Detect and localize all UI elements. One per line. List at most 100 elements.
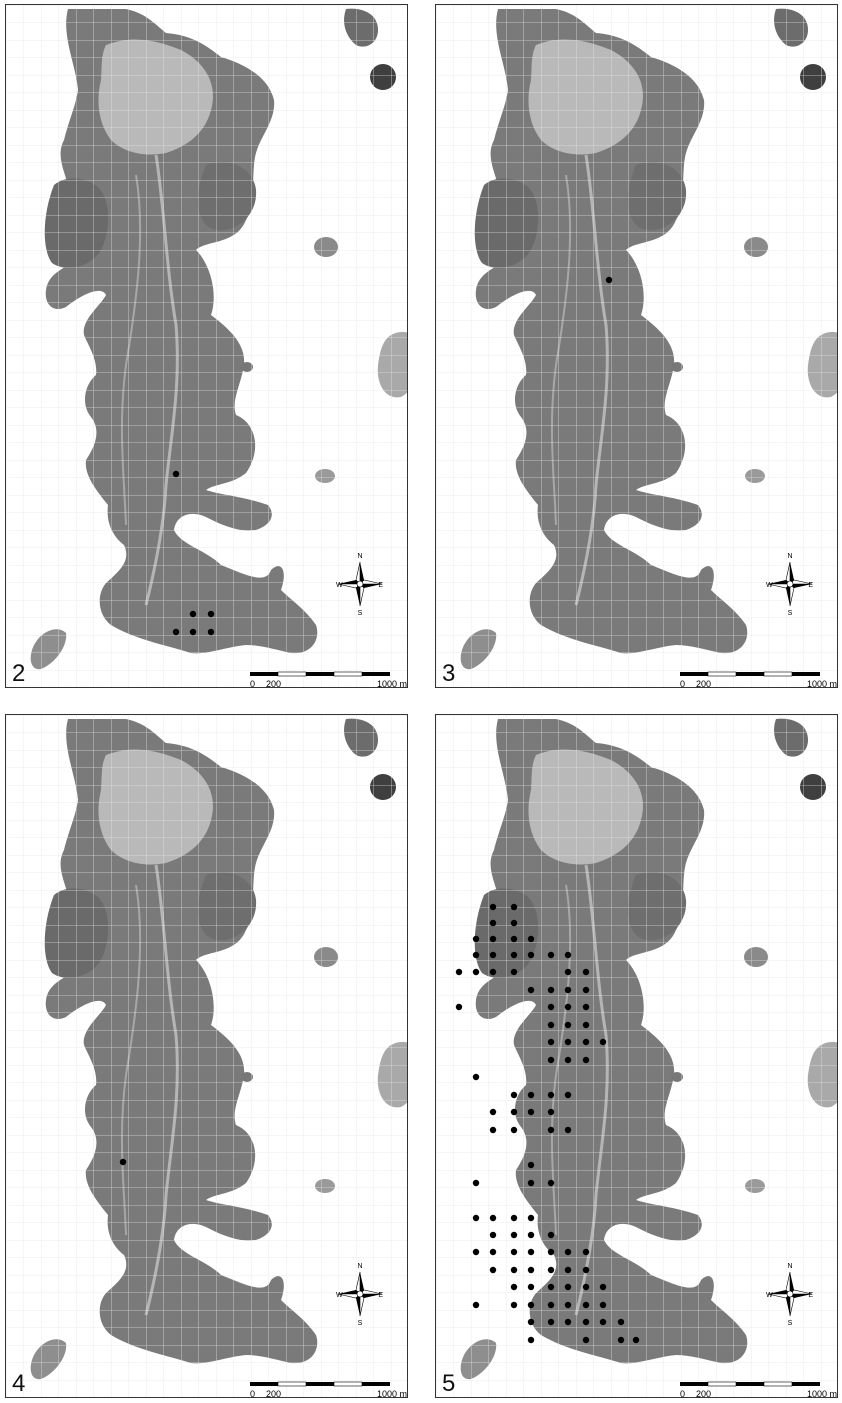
site-dot <box>472 935 480 943</box>
site-dot <box>510 1108 518 1116</box>
site-dot <box>472 1179 480 1187</box>
scale-tick-200: 200 <box>266 1389 281 1398</box>
site-dot <box>510 1091 518 1099</box>
site-dot <box>564 1283 572 1291</box>
site-dot <box>547 1021 555 1029</box>
site-dot <box>547 1126 555 1134</box>
compass-e-label: E <box>378 582 383 589</box>
scale-tick-200: 200 <box>696 1389 711 1398</box>
site-dot <box>119 1158 127 1166</box>
site-dot <box>564 1318 572 1326</box>
site-dot <box>510 1126 518 1134</box>
site-dot <box>617 1318 625 1326</box>
site-dots-layer <box>119 1158 127 1166</box>
site-dot <box>599 1038 607 1046</box>
site-dot <box>207 628 215 636</box>
site-dot <box>564 1038 572 1046</box>
site-dot <box>510 1214 518 1222</box>
scale-tick-0: 0 <box>250 679 255 688</box>
scale-tick-1000: 1000 m <box>807 679 837 688</box>
site-dot <box>489 919 497 927</box>
compass-rose-icon: N S E W <box>766 1263 813 1326</box>
site-dot <box>172 628 180 636</box>
site-dot <box>547 986 555 994</box>
site-dot <box>510 1301 518 1309</box>
site-dot <box>510 903 518 911</box>
compass-s-label: S <box>788 610 793 616</box>
site-dot <box>489 935 497 943</box>
site-dot <box>527 986 535 994</box>
site-dot <box>582 1301 590 1309</box>
site-dot <box>472 1301 480 1309</box>
scale-tick-200: 200 <box>696 679 711 688</box>
panel-number: 4 <box>12 1370 26 1397</box>
scale-tick-0: 0 <box>680 1389 685 1398</box>
site-dot <box>510 1231 518 1239</box>
site-dot <box>547 1248 555 1256</box>
site-dot <box>172 470 180 478</box>
site-dot <box>547 1179 555 1187</box>
compass-n-label: N <box>357 553 362 560</box>
site-dot <box>547 1318 555 1326</box>
site-dot <box>547 1301 555 1309</box>
compass-e-label: E <box>808 582 813 589</box>
scale-bar: 0 200 1000 m <box>250 1381 407 1398</box>
site-dot <box>510 919 518 927</box>
site-dot <box>489 1126 497 1134</box>
site-dot <box>527 1108 535 1116</box>
site-dots-layer <box>455 903 640 1344</box>
site-dot <box>489 1214 497 1222</box>
site-dot <box>564 1003 572 1011</box>
site-dot <box>510 1283 518 1291</box>
site-dot <box>472 1214 480 1222</box>
site-dot <box>564 1091 572 1099</box>
site-dot <box>527 1231 535 1239</box>
site-dot <box>582 1248 590 1256</box>
scale-bar: 0 200 1000 m <box>680 671 837 688</box>
site-dot <box>564 1248 572 1256</box>
panel-number: 2 <box>12 660 26 687</box>
compass-w-label: W <box>336 1292 343 1299</box>
compass-e-label: E <box>378 1292 383 1299</box>
site-dot <box>599 1301 607 1309</box>
site-dot <box>599 1283 607 1291</box>
site-dot <box>527 1318 535 1326</box>
compass-w-label: W <box>766 1292 773 1299</box>
site-dot <box>582 968 590 976</box>
compass-n-label: N <box>787 553 792 560</box>
site-dot <box>527 935 535 943</box>
site-dot <box>605 276 613 284</box>
site-dot <box>527 1091 535 1099</box>
site-dot <box>510 951 518 959</box>
site-dot <box>207 610 215 618</box>
panel-number: 3 <box>442 660 456 687</box>
scale-bar: 0 200 1000 m <box>680 1381 837 1398</box>
site-dot <box>472 1073 480 1081</box>
site-dot <box>582 1056 590 1064</box>
site-dot <box>489 1108 497 1116</box>
site-dot <box>547 1091 555 1099</box>
site-dot <box>527 1248 535 1256</box>
site-dot <box>510 968 518 976</box>
aerial-map <box>436 5 837 687</box>
scale-tick-200: 200 <box>266 679 281 688</box>
compass-s-label: S <box>358 610 363 616</box>
site-dot <box>547 1283 555 1291</box>
scale-bar: 0 200 1000 m <box>250 671 407 688</box>
site-dot <box>599 1318 607 1326</box>
compass-w-label: W <box>336 582 343 589</box>
site-dot <box>582 1038 590 1046</box>
site-dot <box>189 628 197 636</box>
site-dot <box>527 1179 535 1187</box>
site-dots-layer <box>172 470 215 636</box>
map-panel-2: 2 N S E W 0 200 1000 m <box>5 4 408 688</box>
site-dot <box>489 1248 497 1256</box>
site-dot <box>510 1266 518 1274</box>
site-dot <box>564 986 572 994</box>
site-dot <box>489 951 497 959</box>
compass-rose-icon: N S E W <box>766 553 813 616</box>
site-dot <box>632 1336 640 1344</box>
site-dot <box>489 903 497 911</box>
site-dot <box>527 1283 535 1291</box>
site-dot <box>527 1161 535 1169</box>
